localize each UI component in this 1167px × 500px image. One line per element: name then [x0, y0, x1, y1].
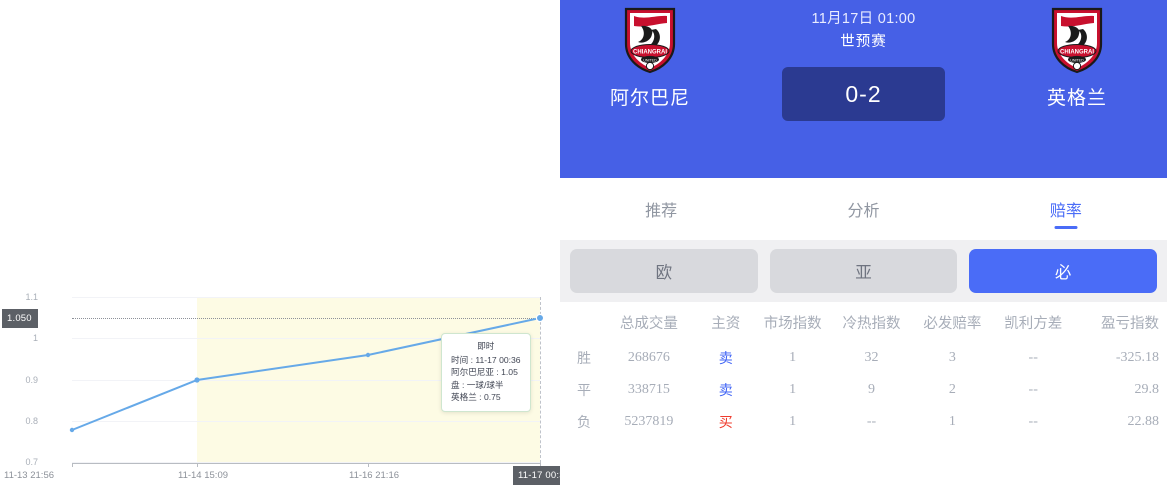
row-betfair-odds: 1: [948, 414, 956, 429]
tab-label: 分析: [847, 203, 880, 220]
row-kelly-variance: --: [1028, 382, 1038, 397]
gridline: [72, 462, 540, 463]
row-volume: 338715: [627, 382, 670, 397]
row-hotcold-index: 32: [864, 350, 879, 365]
gridline: [72, 421, 540, 422]
match-panel: CHIANGRAI UNITED 阿尔巴尼 11月17日 01:00 世预赛 0…: [560, 0, 1167, 500]
tab-label: 赔率: [1049, 203, 1082, 220]
crest-club-name: CHIANGRAI: [633, 49, 667, 55]
column-header-kelly-variance: 凯利方差: [1004, 315, 1063, 332]
row-profit-index: 29.8: [1134, 382, 1160, 397]
home-team-name: 阿尔巴尼: [609, 88, 690, 109]
match-header: CHIANGRAI UNITED 阿尔巴尼 11月17日 01:00 世预赛 0…: [560, 0, 1167, 178]
segment-label: 亚: [855, 264, 872, 282]
match-league: 世预赛: [840, 34, 887, 50]
row-profit-index: 22.88: [1127, 414, 1160, 429]
row-market-index: 1: [789, 350, 797, 365]
y-tick-label: 0.7: [25, 457, 38, 467]
row-hotcold-index: --: [866, 414, 877, 429]
row-volume: 5237819: [624, 414, 674, 429]
y-tick-label: 1: [32, 333, 38, 343]
active-tab-underline: [1054, 226, 1078, 229]
match-info-block: 11月17日 01:00 世预赛 0-2: [749, 0, 979, 121]
row-main-capital: 卖: [718, 352, 733, 367]
away-team-crest-icon: CHIANGRAI UNITED: [1051, 7, 1103, 74]
x-axis-tick: [540, 463, 541, 467]
column-header-profit-index: 盈亏指数: [1101, 315, 1159, 332]
table-row[interactable]: 胜 268676 卖 1 32 3 -- -325.18: [568, 342, 1159, 374]
row-market-index: 1: [789, 414, 797, 429]
row-profit-index: -325.18: [1115, 350, 1159, 365]
table-row[interactable]: 平 338715 卖 1 9 2 -- 29.8: [568, 374, 1159, 406]
table-row[interactable]: 负 5237819 买 1 -- 1 -- 22.88: [568, 406, 1159, 438]
row-main-capital: 卖: [718, 384, 733, 399]
x-tick-label: 11-14 15:09: [178, 470, 229, 481]
y-tick-label: 0.9: [25, 375, 38, 385]
column-header-main-capital: 主资: [711, 315, 741, 332]
home-team-block[interactable]: CHIANGRAI UNITED 阿尔巴尼: [560, 0, 740, 110]
tab-label: 推荐: [645, 203, 678, 220]
x-tick-label: 11-16 21:16: [349, 470, 400, 481]
segment-asian[interactable]: 亚: [769, 249, 958, 293]
away-team-name: 英格兰: [1046, 88, 1107, 109]
tab-recommend[interactable]: 推荐: [560, 178, 762, 240]
y-tick-label: 1.1: [25, 292, 38, 302]
tooltip-away-odds: 英格兰 : 0.75: [451, 392, 501, 403]
segment-label: 必: [1054, 264, 1072, 282]
crest-club-sub: UNITED: [1070, 58, 1084, 62]
row-outcome: 胜: [576, 352, 591, 367]
row-betfair-odds: 3: [948, 350, 956, 365]
tab-odds[interactable]: 赔率: [965, 178, 1167, 240]
chart-tooltip: 即时 时间 : 11-17 00:36 阿尔巴尼亚 : 1.05 盘 : 一球/…: [441, 333, 531, 412]
odds-table: 总成交量 主资 市场指数 冷热指数 必发赔率 凯利方差 盈亏指数 胜 26867…: [560, 302, 1167, 438]
y-axis-marker-badge: 1.050: [2, 309, 38, 328]
row-hotcold-index: 9: [867, 382, 875, 397]
tooltip-handicap: 盘 : 一球/球半: [451, 379, 504, 390]
gridline: [72, 297, 540, 298]
chart-plot-area: 1.1 1 0.9 0.8 0.7 1.050: [0, 0, 577, 500]
row-betfair-odds: 2: [948, 382, 956, 397]
tooltip-time: 时间 : 11-17 00:36: [451, 354, 521, 365]
row-outcome: 平: [576, 384, 591, 399]
x-axis-tick: [368, 463, 369, 467]
score-box[interactable]: 0-2: [782, 67, 945, 121]
column-header-hotcold-index: 冷热指数: [842, 315, 901, 332]
row-kelly-variance: --: [1028, 350, 1038, 365]
row-kelly-variance: --: [1028, 414, 1038, 429]
row-volume: 268676: [627, 350, 670, 365]
x-axis-tick: [72, 463, 73, 467]
column-header-volume: 总成交量: [619, 315, 678, 332]
y-tick-label: 0.8: [25, 416, 38, 426]
row-main-capital: 买: [718, 416, 733, 431]
x-axis-line: [72, 463, 540, 464]
tooltip-title: 即时: [477, 341, 495, 351]
chart-cursor-line: [540, 297, 541, 463]
away-team-block[interactable]: CHIANGRAI UNITED 英格兰: [987, 0, 1167, 110]
crest-club-sub: UNITED: [643, 58, 657, 62]
row-market-index: 1: [789, 382, 797, 397]
segment-label: 欧: [655, 264, 673, 282]
row-outcome: 负: [576, 416, 591, 431]
column-header-market-index: 市场指数: [763, 315, 822, 332]
match-score: 0-2: [845, 80, 882, 107]
segment-betfair[interactable]: 必: [969, 249, 1158, 293]
home-team-crest-icon: CHIANGRAI UNITED: [624, 7, 676, 74]
x-tick-label: 11-13 21:56: [4, 470, 55, 481]
tab-analysis[interactable]: 分析: [762, 178, 964, 240]
column-header-betfair-odds: 必发赔率: [923, 315, 982, 332]
table-header-row: 总成交量 主资 市场指数 冷热指数 必发赔率 凯利方差 盈亏指数: [568, 302, 1159, 342]
segment-european[interactable]: 欧: [570, 249, 758, 293]
odds-type-segment-bar: 欧 亚 必: [560, 240, 1167, 302]
tab-bar: 推荐 分析 赔率: [560, 178, 1167, 240]
crest-club-name: CHIANGRAI: [1060, 49, 1094, 55]
tooltip-home-odds: 阿尔巴尼亚 : 1.05: [451, 367, 518, 378]
odds-trend-chart: 1.1 1 0.9 0.8 0.7 1.050: [0, 0, 577, 500]
x-axis-tick: [197, 463, 198, 467]
chart-marker-line: [72, 318, 540, 319]
match-datetime: 11月17日 01:00: [811, 11, 916, 27]
